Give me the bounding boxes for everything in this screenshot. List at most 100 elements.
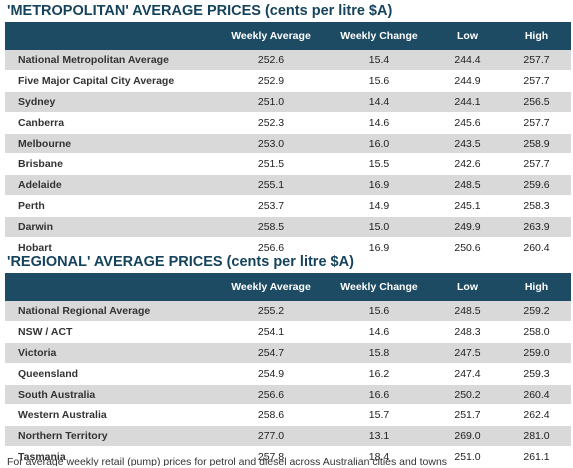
cell-low: 248.3 xyxy=(433,321,502,343)
cell-low: 250.6 xyxy=(433,237,502,259)
cell-high: 257.7 xyxy=(502,153,571,176)
footnote: For average weekly retail (pump) prices … xyxy=(7,456,448,466)
table-row: NSW / ACT 254.1 14.6 248.3 258.0 xyxy=(5,321,571,343)
table-row: South Australia 256.6 16.6 250.2 260.4 xyxy=(5,384,571,406)
header-name xyxy=(5,22,217,50)
regional-table-body: National Regional Average 255.2 15.6 248.5 2… xyxy=(5,301,571,468)
header-weekly-change: Weekly Change xyxy=(325,22,433,50)
table-row: Northern Territory 277.0 13.1 269.0 281.0 xyxy=(5,425,571,448)
table-row: Melbourne 253.0 16.0 243.5 258.9 xyxy=(5,133,571,155)
cell-high: 259.2 xyxy=(502,301,571,322)
regional-title: 'REGIONAL' AVERAGE PRICES (cents per lit… xyxy=(7,254,354,270)
cell-low: 247.5 xyxy=(433,342,502,364)
cell-name: Adelaide xyxy=(5,174,217,197)
cell-weekly-change: 14.6 xyxy=(325,112,433,134)
cell-weekly-average: 257.8 xyxy=(217,446,325,468)
cell-low: 247.4 xyxy=(433,363,502,385)
cell-high: 281.0 xyxy=(502,425,571,448)
header-name xyxy=(5,273,217,301)
cell-name: Perth xyxy=(5,195,217,218)
cell-name: Five Major Capital City Average xyxy=(5,70,217,92)
cell-weekly-change: 15.6 xyxy=(325,70,433,92)
cell-low: 269.0 xyxy=(433,425,502,448)
table-row: National Regional Average 255.2 15.6 248.5 2… xyxy=(5,301,571,322)
metropolitan-table-body: National Metropolitan Average 252.6 15.4 24… xyxy=(5,50,571,259)
cell-low: 245.6 xyxy=(433,112,502,134)
cell-name: Canberra xyxy=(5,112,217,134)
cell-weekly-change: 14.9 xyxy=(325,195,433,218)
cell-weekly-change: 13.1 xyxy=(325,425,433,448)
table-row: Victoria 254.7 15.8 247.5 259.0 xyxy=(5,342,571,364)
header-high: High xyxy=(502,22,571,50)
cell-name: Brisbane xyxy=(5,153,217,176)
cell-weekly-change: 15.7 xyxy=(325,404,433,427)
cell-high: 262.4 xyxy=(502,404,571,427)
cell-weekly-change: 15.5 xyxy=(325,153,433,176)
cell-weekly-average: 254.1 xyxy=(217,321,325,343)
cell-low: 242.6 xyxy=(433,153,502,176)
header-high: High xyxy=(502,273,571,301)
cell-high: 258.3 xyxy=(502,195,571,218)
cell-name: Victoria xyxy=(5,342,217,364)
cell-weekly-change: 14.6 xyxy=(325,321,433,343)
cell-low: 245.1 xyxy=(433,195,502,218)
cell-name: NSW / ACT xyxy=(5,321,217,343)
cell-weekly-average: 256.6 xyxy=(217,237,325,259)
cell-weekly-average: 252.3 xyxy=(217,112,325,134)
cell-low: 250.2 xyxy=(433,384,502,406)
cell-weekly-average: 258.6 xyxy=(217,404,325,427)
cell-name: Western Australia xyxy=(5,404,217,427)
table-row: Tasmania 257.8 18.4 251.0 261.1 xyxy=(5,446,571,468)
cell-weekly-change: 16.9 xyxy=(325,174,433,197)
table-row: Western Australia 258.6 15.7 251.7 262.4 xyxy=(5,404,571,427)
cell-low: 243.5 xyxy=(433,133,502,155)
cell-weekly-average: 253.7 xyxy=(217,195,325,218)
cell-weekly-change: 18.4 xyxy=(325,446,433,468)
cell-weekly-average: 253.0 xyxy=(217,133,325,155)
cell-weekly-change: 15.6 xyxy=(325,301,433,322)
cell-high: 260.4 xyxy=(502,384,571,406)
cell-high: 258.9 xyxy=(502,133,571,155)
cell-high: 260.4 xyxy=(502,237,571,259)
cell-name: South Australia xyxy=(5,384,217,406)
cell-weekly-change: 16.0 xyxy=(325,133,433,155)
cell-weekly-average: 251.5 xyxy=(217,153,325,176)
header-weekly-average: Weekly Average xyxy=(217,22,325,50)
cell-low: 251.7 xyxy=(433,404,502,427)
cell-high: 259.6 xyxy=(502,174,571,197)
cell-weekly-average: 251.0 xyxy=(217,91,325,113)
cell-weekly-average: 256.6 xyxy=(217,384,325,406)
cell-low: 248.5 xyxy=(433,174,502,197)
table-row: Brisbane 251.5 15.5 242.6 257.7 xyxy=(5,153,571,176)
table-row: Five Major Capital City Average 252.9 15.6… xyxy=(5,70,571,92)
table-row: Adelaide 255.1 16.9 248.5 259.6 xyxy=(5,174,571,197)
cell-name: Northern Territory xyxy=(5,425,217,448)
table-header-row: Weekly Average Weekly Change Low High xyxy=(5,22,571,50)
cell-name: Queensland xyxy=(5,363,217,385)
cell-weekly-change: 16.9 xyxy=(325,237,433,259)
metropolitan-title: 'METROPOLITAN' AVERAGE PRICES (cents per… xyxy=(7,3,393,19)
cell-weekly-average: 258.5 xyxy=(217,216,325,239)
cell-low: 244.4 xyxy=(433,50,502,71)
cell-weekly-average: 252.9 xyxy=(217,70,325,92)
cell-weekly-average: 255.2 xyxy=(217,301,325,322)
cell-name: National Metropolitan Average xyxy=(5,50,217,71)
table-header-row: Weekly Average Weekly Change Low High xyxy=(5,273,571,301)
cell-low: 248.5 xyxy=(433,301,502,322)
cell-low: 244.1 xyxy=(433,91,502,113)
table-row: Hobart 256.6 16.9 250.6 260.4 xyxy=(5,237,571,259)
table-row: National Metropolitan Average 252.6 15.4 24… xyxy=(5,50,571,71)
cell-high: 257.7 xyxy=(502,70,571,92)
header-low: Low xyxy=(433,273,502,301)
cell-weekly-change: 16.6 xyxy=(325,384,433,406)
cell-weekly-change: 15.0 xyxy=(325,216,433,239)
cell-low: 251.0 xyxy=(433,446,502,468)
cell-weekly-change: 14.4 xyxy=(325,91,433,113)
cell-high: 257.7 xyxy=(502,50,571,71)
cell-weekly-change: 15.8 xyxy=(325,342,433,364)
table-row: Darwin 258.5 15.0 249.9 263.9 xyxy=(5,216,571,239)
cell-name: Hobart xyxy=(5,237,217,259)
cell-high: 258.0 xyxy=(502,321,571,343)
cell-name: Melbourne xyxy=(5,133,217,155)
cell-low: 249.9 xyxy=(433,216,502,239)
